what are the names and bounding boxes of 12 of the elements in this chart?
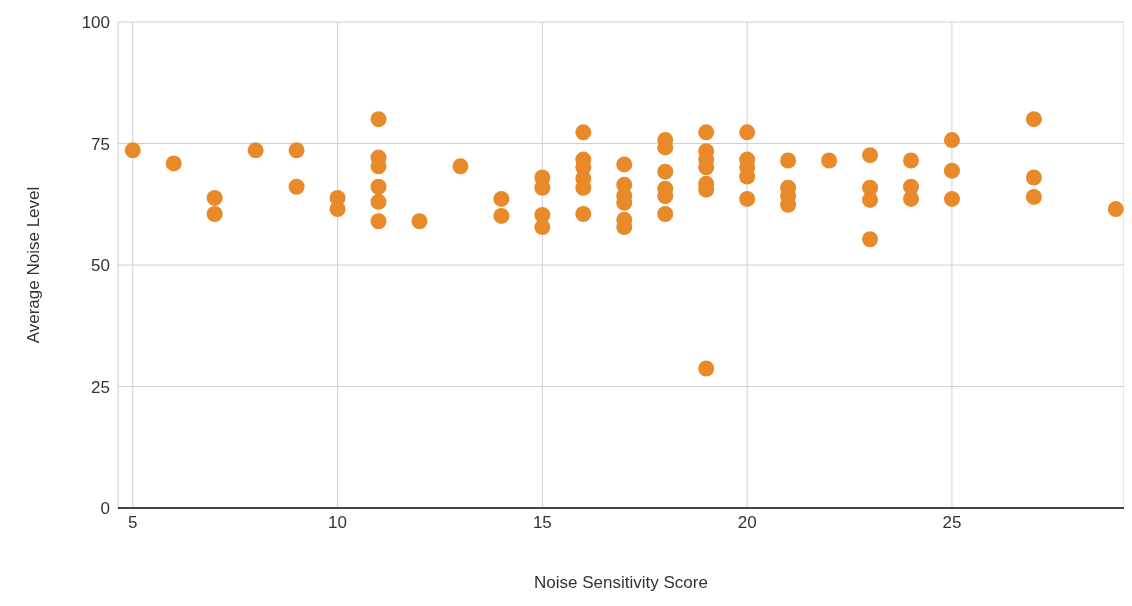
x-tick-label: 10 <box>328 513 348 533</box>
x-tick-label: 25 <box>942 513 962 533</box>
x-axis-title: Noise Sensitivity Score <box>534 573 708 592</box>
y-tick-label: 25 <box>91 377 110 397</box>
y-tick-label: 0 <box>100 499 110 519</box>
y-tick-label: 50 <box>91 256 110 276</box>
y-tick-label: 75 <box>91 134 110 154</box>
y-tick-label: 100 <box>81 13 110 33</box>
x-tick-label: 5 <box>128 513 138 533</box>
x-tick-label: 20 <box>737 513 757 533</box>
x-tick-label: 15 <box>532 513 552 533</box>
y-axis-title: Average Noise Level <box>24 186 44 344</box>
